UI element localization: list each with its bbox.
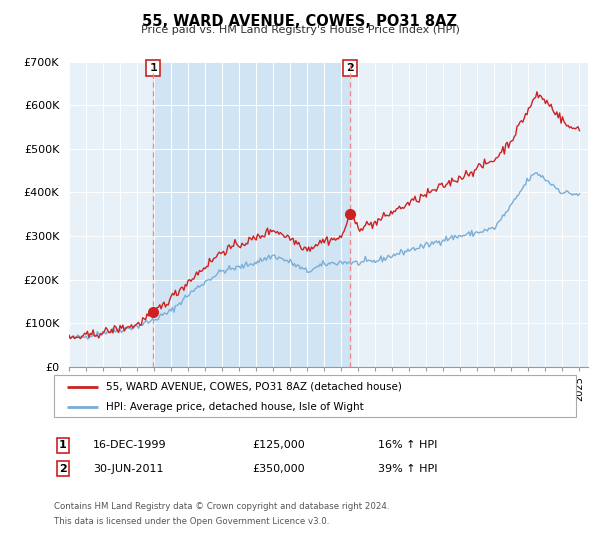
Text: Price paid vs. HM Land Registry's House Price Index (HPI): Price paid vs. HM Land Registry's House … <box>140 25 460 35</box>
Bar <box>154 62 350 367</box>
Text: 1: 1 <box>59 440 67 450</box>
Text: 16% ↑ HPI: 16% ↑ HPI <box>378 440 437 450</box>
FancyBboxPatch shape <box>54 375 576 417</box>
Text: 16-DEC-1999: 16-DEC-1999 <box>93 440 167 450</box>
Text: 2: 2 <box>59 464 67 474</box>
Text: 1: 1 <box>149 63 157 73</box>
Text: This data is licensed under the Open Government Licence v3.0.: This data is licensed under the Open Gov… <box>54 517 329 526</box>
Text: HPI: Average price, detached house, Isle of Wight: HPI: Average price, detached house, Isle… <box>106 402 364 412</box>
Text: 2: 2 <box>346 63 353 73</box>
Text: 55, WARD AVENUE, COWES, PO31 8AZ (detached house): 55, WARD AVENUE, COWES, PO31 8AZ (detach… <box>106 382 402 392</box>
Text: 39% ↑ HPI: 39% ↑ HPI <box>378 464 437 474</box>
Text: £350,000: £350,000 <box>252 464 305 474</box>
Text: £125,000: £125,000 <box>252 440 305 450</box>
Text: Contains HM Land Registry data © Crown copyright and database right 2024.: Contains HM Land Registry data © Crown c… <box>54 502 389 511</box>
Text: 55, WARD AVENUE, COWES, PO31 8AZ: 55, WARD AVENUE, COWES, PO31 8AZ <box>143 14 458 29</box>
Text: 30-JUN-2011: 30-JUN-2011 <box>93 464 163 474</box>
